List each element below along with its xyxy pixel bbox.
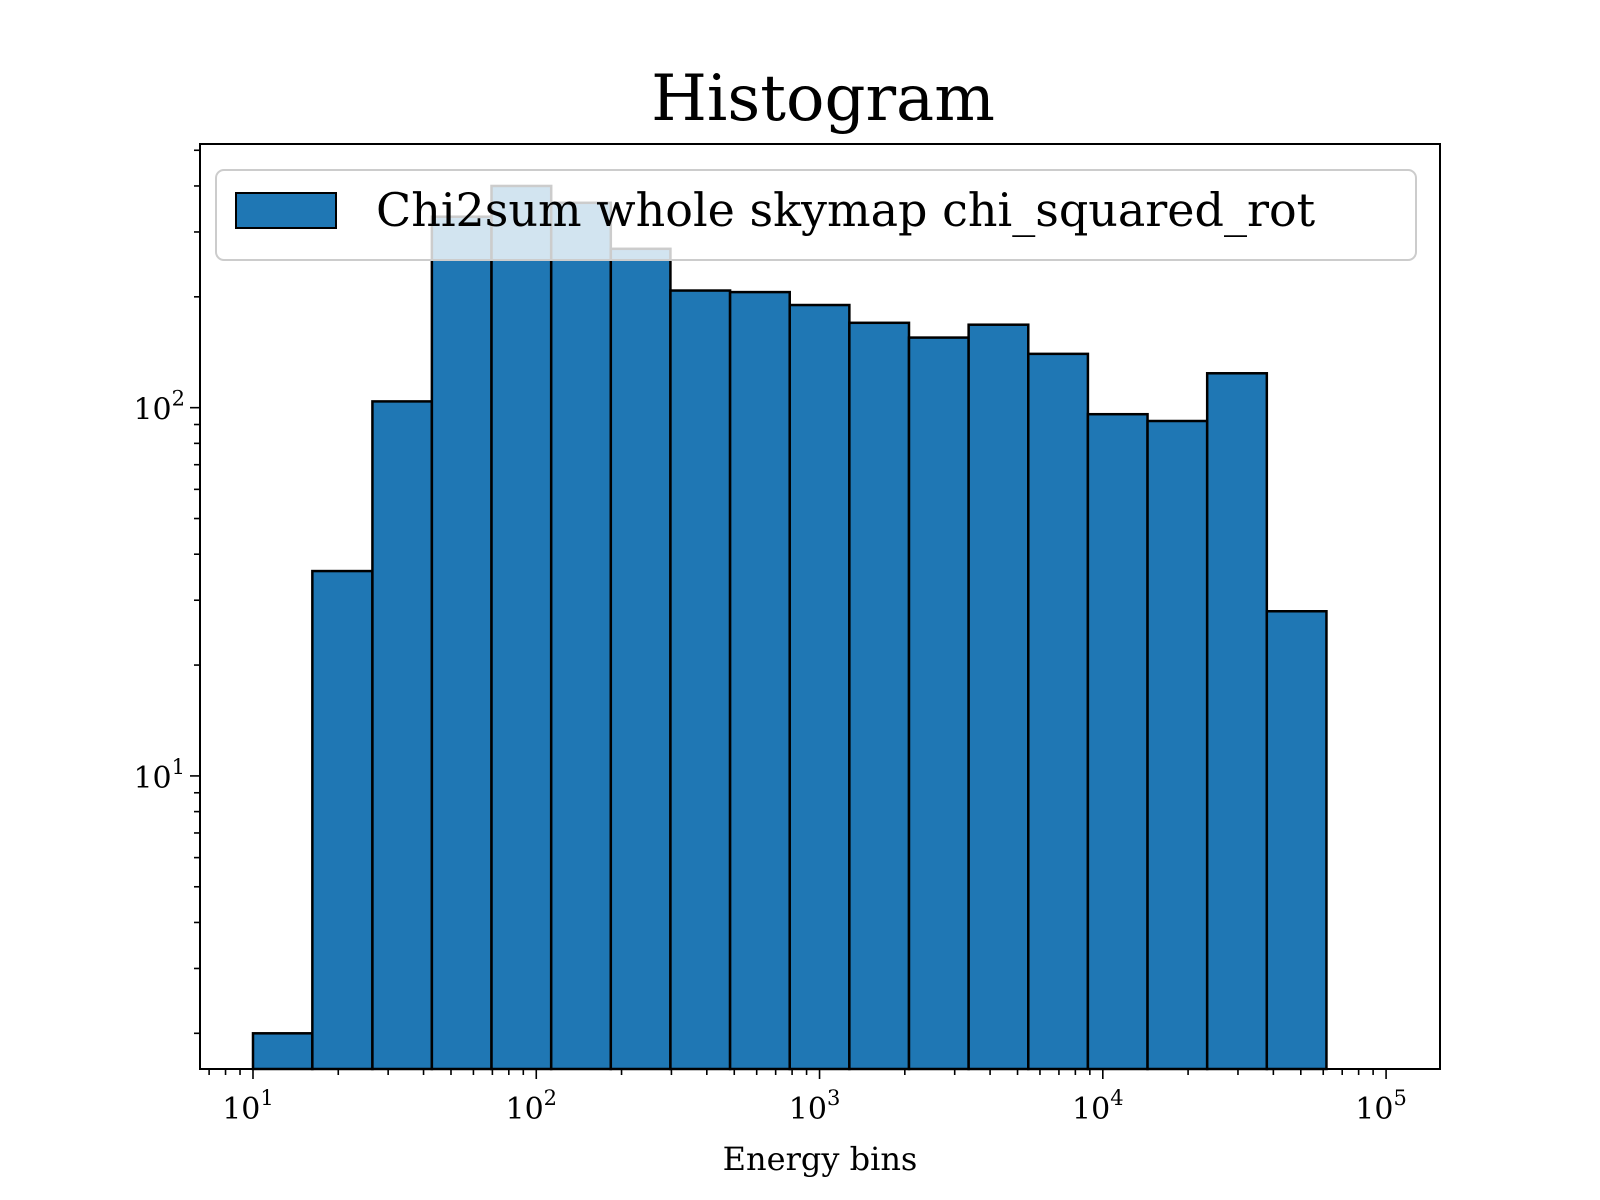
histogram-bar bbox=[728, 290, 791, 1071]
histogram-bar bbox=[251, 1032, 314, 1071]
chart-title: Histogram bbox=[651, 62, 995, 136]
histogram-bar bbox=[430, 215, 493, 1071]
plot-frame bbox=[199, 143, 1441, 1070]
x-tick-label: 103 bbox=[789, 1086, 841, 1127]
histogram-bar bbox=[311, 569, 374, 1071]
histogram-bar bbox=[1146, 419, 1209, 1071]
histogram-bar bbox=[1265, 610, 1328, 1071]
x-axis-ticks: 101 102 103 104 105 bbox=[208, 1069, 1407, 1127]
x-tick-label: 101 bbox=[222, 1086, 274, 1127]
x-axis-label: Energy bins bbox=[723, 1140, 918, 1178]
histogram-bar bbox=[967, 323, 1030, 1071]
histogram-bars bbox=[251, 184, 1328, 1071]
histogram-bar bbox=[609, 247, 672, 1071]
histogram-bar bbox=[1086, 412, 1149, 1071]
histogram-bar bbox=[549, 201, 613, 1071]
histogram-bar bbox=[788, 303, 851, 1071]
x-tick-label: 102 bbox=[505, 1086, 557, 1127]
legend: Chi2sum whole skymap chi_squared_rot bbox=[215, 169, 1417, 261]
histogram-bar bbox=[1205, 372, 1269, 1071]
legend-swatch bbox=[235, 192, 337, 229]
legend-label: Chi2sum whole skymap chi_squared_rot bbox=[376, 183, 1316, 237]
histogram-bar bbox=[848, 321, 911, 1071]
histogram-bar bbox=[371, 400, 434, 1071]
histogram-bar bbox=[669, 289, 732, 1071]
y-axis-ticks: 101 102 bbox=[133, 149, 200, 1035]
y-tick-label: 102 bbox=[133, 387, 185, 428]
histogram-bar bbox=[907, 336, 970, 1071]
legend-box bbox=[215, 169, 1417, 261]
y-tick-label: 101 bbox=[133, 755, 185, 796]
x-tick-label: 104 bbox=[1072, 1086, 1124, 1127]
histogram-bar bbox=[1027, 352, 1090, 1071]
x-tick-label: 105 bbox=[1355, 1086, 1407, 1127]
histogram-bar bbox=[490, 184, 553, 1071]
